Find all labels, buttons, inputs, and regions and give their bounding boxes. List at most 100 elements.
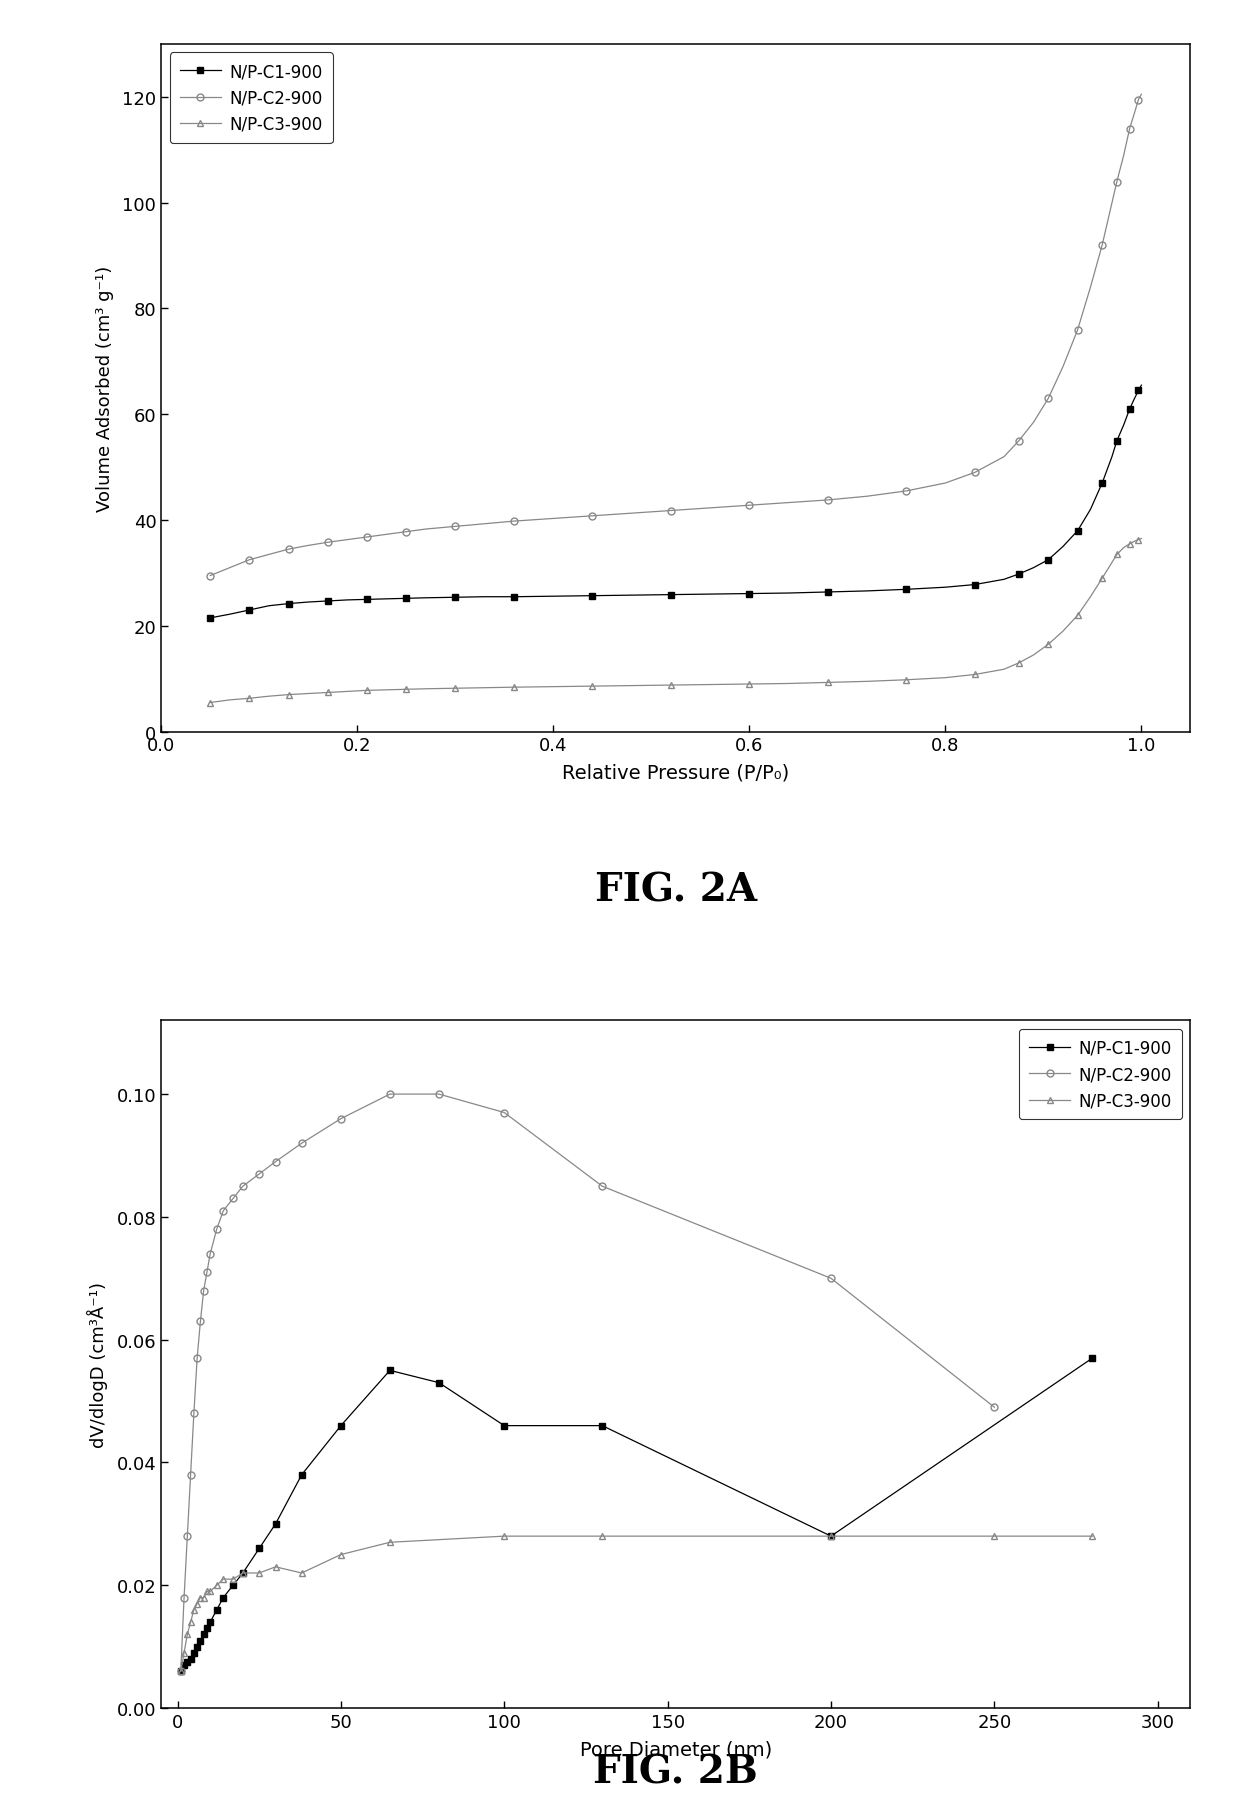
N/P-C1-900	[663, 584, 678, 606]
N/P-C3-900	[203, 692, 218, 714]
N/P-C2-900	[899, 480, 914, 502]
N/P-C3-900	[174, 1661, 188, 1683]
N/P-C3-900	[180, 1624, 195, 1645]
N/P-C3-900	[595, 1525, 610, 1546]
N/P-C1-900	[432, 1372, 446, 1393]
N/P-C2-900	[236, 1176, 250, 1197]
N/P-C2-900	[595, 1176, 610, 1197]
N/P-C1-900	[1116, 415, 1131, 437]
Line: N/P-C3-900: N/P-C3-900	[207, 536, 1145, 707]
N/P-C2-900	[1040, 388, 1055, 410]
N/P-C3-900	[859, 671, 874, 692]
N/P-C3-900	[448, 678, 463, 699]
N/P-C3-900	[497, 1525, 512, 1546]
N/P-C1-900	[1127, 388, 1142, 410]
N/P-C1-900	[262, 595, 277, 617]
N/P-C1-900	[174, 1661, 188, 1683]
N/P-C2-900	[379, 525, 394, 547]
N/P-C3-900	[190, 1593, 205, 1615]
N/P-C1-900	[1083, 500, 1097, 521]
N/P-C2-900	[448, 516, 463, 538]
N/P-C2-900	[967, 462, 982, 484]
N/P-C3-900	[360, 680, 374, 701]
N/P-C1-900	[1122, 399, 1137, 421]
N/P-C2-900	[1105, 192, 1120, 214]
N/P-C3-900	[262, 687, 277, 708]
N/P-C2-900	[193, 1311, 208, 1332]
N/P-C1-900	[1131, 381, 1146, 403]
N/P-C2-900	[1095, 236, 1110, 257]
N/P-C1-900	[1012, 565, 1027, 586]
N/P-C2-900	[432, 1084, 446, 1106]
N/P-C1-900	[226, 1575, 241, 1597]
N/P-C3-900	[1012, 653, 1027, 674]
N/P-C2-900	[418, 520, 433, 541]
N/P-C3-900	[320, 681, 335, 703]
N/P-C2-900	[823, 1268, 838, 1289]
N/P-C2-900	[742, 494, 756, 516]
N/P-C2-900	[937, 473, 952, 494]
N/P-C2-900	[382, 1084, 397, 1106]
N/P-C1-900	[196, 1624, 211, 1645]
N/P-C3-900	[585, 676, 600, 698]
N/P-C3-900	[193, 1588, 208, 1609]
N/P-C2-900	[216, 1201, 231, 1223]
N/P-C3-900	[987, 1525, 1002, 1546]
X-axis label: Pore Diameter (nm): Pore Diameter (nm)	[579, 1739, 773, 1758]
N/P-C1-900	[1085, 1347, 1100, 1368]
N/P-C3-900	[1133, 529, 1148, 550]
N/P-C2-900	[624, 503, 639, 525]
N/P-C1-900	[781, 583, 796, 604]
N/P-C1-900	[1040, 550, 1055, 572]
N/P-C3-900	[1127, 530, 1142, 552]
N/P-C3-900	[1110, 545, 1125, 566]
N/P-C2-900	[222, 557, 237, 579]
N/P-C3-900	[703, 674, 718, 696]
Legend: N/P-C1-900, N/P-C2-900, N/P-C3-900: N/P-C1-900, N/P-C2-900, N/P-C3-900	[170, 54, 332, 144]
N/P-C3-900	[821, 672, 836, 694]
N/P-C2-900	[1131, 90, 1146, 111]
N/P-C3-900	[1116, 538, 1131, 559]
N/P-C3-900	[184, 1611, 198, 1633]
N/P-C3-900	[252, 1562, 267, 1584]
N/P-C3-900	[546, 676, 560, 698]
N/P-C1-900	[448, 588, 463, 610]
N/P-C1-900	[216, 1588, 231, 1609]
N/P-C3-900	[1055, 620, 1070, 642]
N/P-C1-900	[193, 1629, 208, 1651]
N/P-C2-900	[281, 539, 296, 561]
N/P-C1-900	[595, 1415, 610, 1437]
N/P-C3-900	[294, 1562, 309, 1584]
N/P-C2-900	[821, 489, 836, 511]
Line: N/P-C1-900: N/P-C1-900	[207, 383, 1145, 622]
N/P-C3-900	[418, 678, 433, 699]
N/P-C1-900	[703, 584, 718, 606]
N/P-C1-900	[399, 588, 414, 610]
Line: N/P-C3-900: N/P-C3-900	[177, 1534, 1096, 1674]
N/P-C2-900	[859, 485, 874, 507]
N/P-C1-900	[382, 1359, 397, 1381]
N/P-C2-900	[252, 1163, 267, 1185]
N/P-C3-900	[1131, 530, 1146, 552]
N/P-C2-900	[546, 509, 560, 530]
N/P-C1-900	[320, 592, 335, 613]
N/P-C2-900	[1116, 146, 1131, 167]
N/P-C1-900	[823, 1525, 838, 1546]
N/P-C1-900	[236, 1562, 250, 1584]
Legend: N/P-C1-900, N/P-C2-900, N/P-C3-900: N/P-C1-900, N/P-C2-900, N/P-C3-900	[1019, 1028, 1182, 1120]
N/P-C3-900	[196, 1588, 211, 1609]
N/P-C3-900	[301, 683, 316, 705]
N/P-C2-900	[399, 521, 414, 543]
N/P-C1-900	[742, 583, 756, 604]
N/P-C1-900	[268, 1514, 283, 1535]
N/P-C3-900	[1027, 645, 1042, 667]
N/P-C2-900	[200, 1262, 215, 1284]
N/P-C2-900	[507, 511, 522, 532]
N/P-C1-900	[180, 1651, 195, 1672]
N/P-C2-900	[294, 1133, 309, 1154]
N/P-C1-900	[301, 592, 316, 613]
Line: N/P-C1-900: N/P-C1-900	[177, 1356, 1096, 1674]
Line: N/P-C2-900: N/P-C2-900	[207, 92, 1145, 579]
N/P-C3-900	[899, 669, 914, 690]
N/P-C1-900	[1027, 557, 1042, 579]
